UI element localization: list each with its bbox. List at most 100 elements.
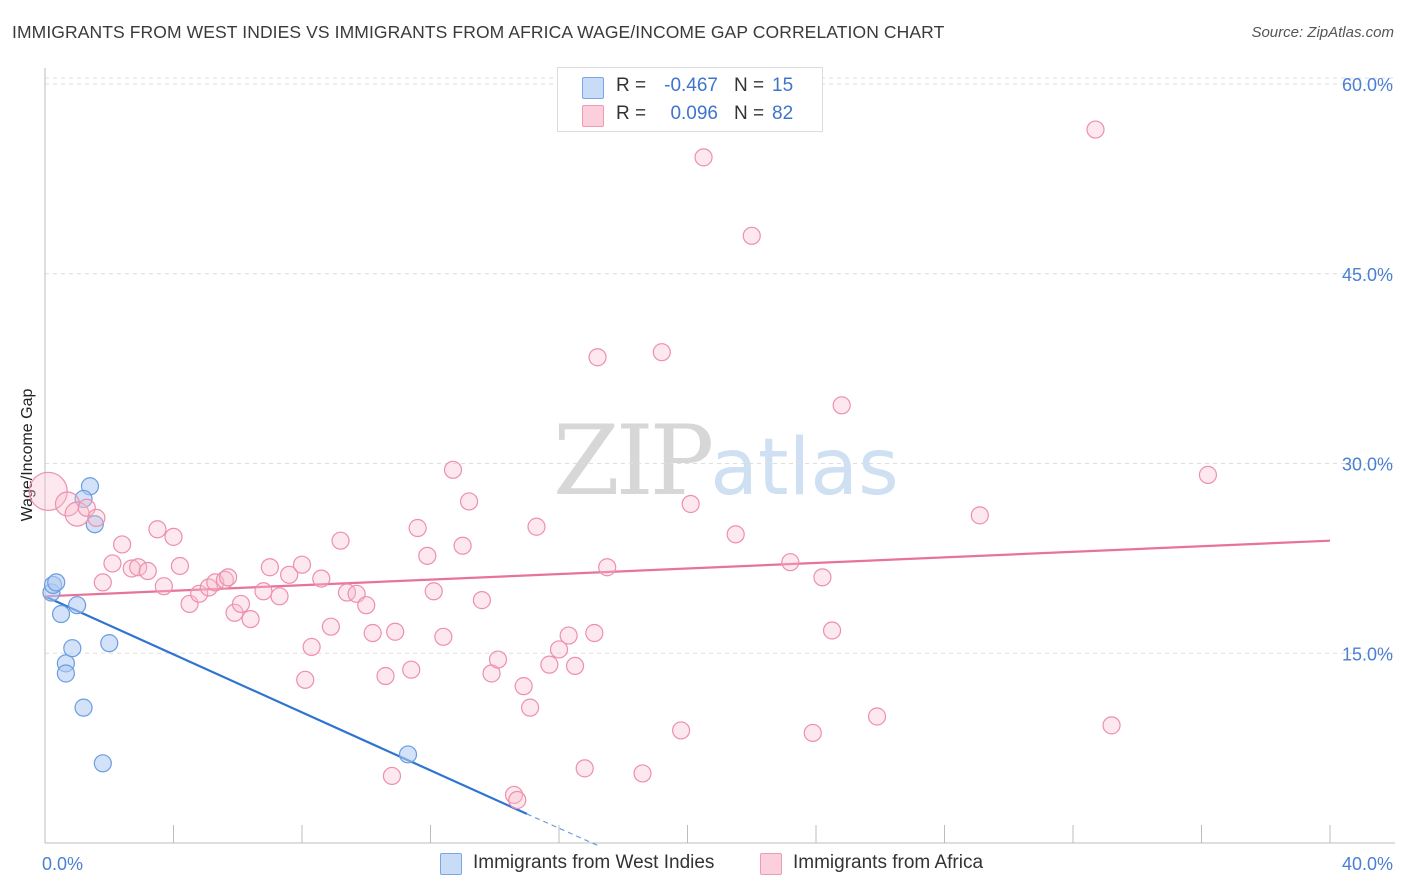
point-africa <box>424 582 443 601</box>
point-africa <box>575 759 594 778</box>
legend-r-label: R = <box>616 103 647 124</box>
point-africa <box>681 494 700 514</box>
legend-r-label: R = <box>616 75 647 96</box>
point-africa <box>781 553 800 572</box>
watermark: ZIPatlas <box>553 405 899 517</box>
point-africa <box>1086 120 1105 139</box>
point-africa <box>832 396 851 415</box>
tick-labels: 15.0% 30.0% 45.0% 60.0% 0.0% 40.0% <box>42 75 1393 874</box>
y-tick-label: 15.0% <box>1342 644 1393 664</box>
point-africa <box>170 556 190 576</box>
point-west-indies <box>51 604 71 624</box>
point-africa <box>103 554 122 573</box>
point-africa <box>803 723 822 743</box>
point-africa <box>540 655 559 674</box>
point-africa <box>970 506 989 525</box>
point-africa <box>292 555 312 574</box>
point-africa <box>520 698 540 717</box>
point-africa <box>363 623 382 643</box>
point-west-indies <box>93 754 112 773</box>
point-africa <box>742 226 761 245</box>
point-africa <box>588 348 607 367</box>
point-africa <box>296 670 315 689</box>
bottom-legend-swatch-africa <box>760 853 782 875</box>
watermark-zip: ZIP <box>553 405 714 517</box>
point-africa <box>112 535 132 554</box>
point-africa <box>514 677 533 696</box>
point-africa <box>382 766 402 786</box>
point-africa <box>302 637 321 657</box>
point-africa <box>472 591 491 610</box>
trend-lines <box>44 539 1331 848</box>
point-africa <box>254 582 273 601</box>
point-africa <box>527 517 546 536</box>
point-africa <box>508 790 527 810</box>
point-africa <box>559 626 578 645</box>
point-africa <box>190 584 209 603</box>
trend-line-west-indies <box>44 595 528 815</box>
point-africa <box>164 527 183 546</box>
chart-title: IMMIGRANTS FROM WEST INDIES VS IMMIGRANT… <box>12 22 945 42</box>
point-africa <box>138 561 157 581</box>
point-africa <box>241 609 260 629</box>
point-africa <box>154 577 173 596</box>
point-west-indies <box>47 573 66 592</box>
x-tick-label: 40.0% <box>1342 854 1393 874</box>
bottom-legend-swatch-west-indies <box>440 853 462 875</box>
point-africa <box>671 721 691 740</box>
point-africa <box>694 148 713 167</box>
point-africa <box>504 785 524 805</box>
point-africa <box>402 660 421 679</box>
point-west-indies <box>398 745 418 764</box>
data-points <box>28 120 1218 810</box>
point-africa <box>331 531 350 550</box>
y-tick-label: 60.0% <box>1342 75 1393 95</box>
point-africa <box>1198 465 1218 484</box>
y-tick-label: 30.0% <box>1342 455 1393 475</box>
point-africa <box>270 587 289 606</box>
point-africa <box>459 492 479 511</box>
point-africa <box>219 568 238 587</box>
point-west-indies <box>63 639 82 658</box>
watermark-atlas: atlas <box>710 423 899 513</box>
point-africa <box>565 656 585 676</box>
point-africa <box>312 569 331 588</box>
point-west-indies <box>68 596 87 615</box>
point-africa <box>598 558 617 577</box>
point-africa <box>822 621 842 640</box>
point-africa <box>260 558 279 577</box>
point-africa <box>321 617 341 636</box>
point-west-indies <box>100 634 119 653</box>
point-africa <box>488 650 508 669</box>
point-west-indies <box>56 664 75 683</box>
point-africa <box>357 596 376 615</box>
source-credit: Source: ZipAtlas.com <box>1251 24 1394 41</box>
legend-r-value: -0.467 <box>664 75 718 96</box>
bottom-legend-label: Immigrants from Africa <box>793 852 984 873</box>
point-africa <box>867 707 887 726</box>
point-africa <box>231 594 251 614</box>
point-africa <box>434 627 453 646</box>
point-africa <box>93 573 112 592</box>
point-africa <box>376 666 395 686</box>
point-africa <box>386 622 405 641</box>
legend-n-value: 15 <box>772 75 794 96</box>
point-africa <box>549 640 569 659</box>
point-africa <box>280 565 299 584</box>
point-africa <box>443 460 463 479</box>
point-africa <box>726 525 745 544</box>
point-africa <box>813 568 832 587</box>
point-africa <box>652 343 671 362</box>
trend-line-west-indies-extension <box>526 813 602 848</box>
legend-n-label: N = <box>734 103 765 124</box>
y-tick-label: 45.0% <box>1342 265 1393 285</box>
point-africa <box>585 623 604 643</box>
legend-n-value: 82 <box>772 103 794 124</box>
trend-line-africa <box>44 539 1331 598</box>
point-africa <box>633 764 652 783</box>
point-africa <box>1102 716 1121 735</box>
legend-swatch-africa <box>582 105 604 127</box>
bottom-legend-label: Immigrants from West Indies <box>473 852 715 873</box>
point-africa <box>215 570 234 589</box>
